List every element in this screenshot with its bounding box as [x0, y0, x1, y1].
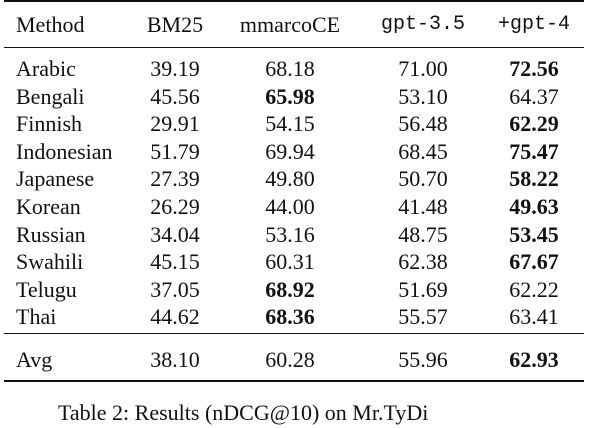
cell-mmarcoce: 53.16	[265, 221, 315, 247]
cell-gpt35: 41.48	[398, 194, 448, 219]
header-gpt4: +gpt-4	[497, 13, 570, 36]
row-method: Indonesian	[16, 138, 113, 164]
table-row: Swahili 45.15 60.31 62.38 67.67	[4, 248, 584, 275]
cell-gpt35: 55.57	[398, 304, 448, 330]
avg-rule	[4, 333, 584, 334]
avg-row: Avg 38.10 60.28 55.96 62.93	[4, 346, 584, 373]
table-caption: Table 2: Results (nDCG@10) on Mr.TyDi	[58, 400, 429, 425]
header-mmarcoce: mmarcoCE	[239, 12, 341, 37]
cell-mmarcoce: 68.36	[265, 304, 315, 330]
cell-gpt4: 53.45	[509, 221, 559, 247]
cell-gpt35: 48.75	[398, 221, 448, 247]
cell-gpt35: 68.45	[398, 138, 448, 164]
cell-gpt4: 67.67	[509, 249, 559, 275]
cell-gpt4: 49.63	[509, 194, 559, 219]
cell-mmarcoce: 69.94	[265, 138, 315, 164]
cell-gpt35: 71.00	[398, 56, 448, 81]
cell-bm25: 34.04	[150, 221, 200, 247]
table-row: Telugu 37.05 68.92 51.69 62.22	[4, 276, 584, 303]
row-method: Thai	[16, 304, 57, 330]
avg-gpt4: 62.93	[509, 347, 559, 372]
cell-bm25: 44.62	[150, 304, 200, 330]
cell-gpt4: 62.29	[509, 111, 559, 137]
table-row: Finnish 29.91 54.15 56.48 62.29	[4, 110, 584, 137]
table-row: Korean 26.29 44.00 41.48 49.63	[4, 193, 584, 220]
cell-gpt35: 50.70	[398, 166, 448, 192]
table-row: Indonesian 51.79 69.94 68.45 75.47	[4, 138, 584, 165]
bottom-rule	[4, 380, 584, 382]
table-row: Japanese 27.39 49.80 50.70 58.22	[4, 165, 584, 192]
cell-bm25: 45.56	[150, 83, 200, 109]
cell-gpt4: 64.37	[509, 83, 559, 109]
cell-bm25: 27.39	[150, 166, 200, 192]
cell-bm25: 37.05	[150, 276, 200, 302]
header-method: Method	[16, 12, 85, 37]
table-row: Thai 44.62 68.36 55.57 63.41	[4, 303, 584, 330]
row-method: Russian	[16, 221, 86, 247]
table-row: Bengali 45.56 65.98 53.10 64.37	[4, 83, 584, 110]
header-row: Method BM25 mmarcoCE gpt-3.5 +gpt-4	[4, 11, 584, 38]
cell-gpt4: 63.41	[509, 304, 559, 330]
header-bm25: BM25	[146, 12, 204, 37]
cell-mmarcoce: 65.98	[265, 83, 315, 109]
cell-mmarcoce: 60.31	[265, 249, 315, 275]
cell-mmarcoce: 44.00	[265, 194, 315, 219]
row-method: Bengali	[16, 83, 85, 109]
table-row: Arabic 39.19 68.18 71.00 72.56	[4, 55, 584, 82]
cell-mmarcoce: 68.18	[265, 56, 315, 81]
row-method: Finnish	[16, 111, 83, 137]
header-rule	[4, 47, 584, 48]
row-method: Swahili	[16, 249, 84, 275]
cell-mmarcoce: 49.80	[265, 166, 315, 192]
row-method: Arabic	[16, 56, 76, 81]
avg-mmarcoce: 60.28	[265, 347, 315, 372]
cell-mmarcoce: 54.15	[265, 111, 315, 137]
cell-gpt4: 72.56	[509, 56, 559, 81]
row-method: Japanese	[16, 166, 95, 192]
cell-gpt35: 56.48	[398, 111, 448, 137]
cell-bm25: 39.19	[150, 56, 200, 81]
cell-gpt35: 62.38	[398, 249, 448, 275]
cell-bm25: 29.91	[150, 111, 200, 137]
cell-gpt35: 51.69	[398, 276, 448, 302]
cell-mmarcoce: 68.92	[265, 276, 315, 302]
avg-bm25: 38.10	[150, 347, 200, 372]
avg-gpt35: 55.96	[398, 347, 448, 372]
cell-gpt4: 58.22	[509, 166, 559, 192]
avg-label: Avg	[16, 347, 53, 372]
cell-gpt4: 62.22	[509, 276, 559, 302]
cell-bm25: 26.29	[150, 194, 200, 219]
cell-gpt35: 53.10	[398, 83, 448, 109]
cell-gpt4: 75.47	[509, 138, 559, 164]
top-rule	[4, 0, 584, 2]
cell-bm25: 45.15	[150, 249, 200, 275]
table-row: Russian 34.04 53.16 48.75 53.45	[4, 221, 584, 248]
header-gpt35: gpt-3.5	[380, 13, 465, 36]
row-method: Telugu	[16, 276, 77, 302]
row-method: Korean	[16, 194, 81, 219]
cell-bm25: 51.79	[150, 138, 200, 164]
